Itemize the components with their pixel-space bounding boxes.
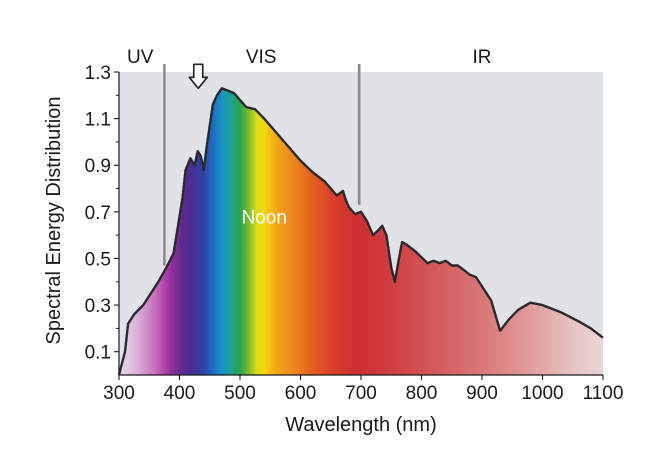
region-label-ir: IR [473,47,492,68]
x-tick-label: 700 [345,383,377,404]
y-tick-label: 0.3 [85,296,111,317]
x-tick-label: 500 [224,383,256,404]
x-tick-label: 1100 [583,383,624,404]
x-axis: 300 400 500 600 700 800 900 1000 1100 [103,374,624,404]
x-tick-label: 800 [406,383,438,404]
y-tick-label: 0.5 [85,249,111,270]
noon-annotation: Noon [241,208,286,229]
region-dividers [163,64,361,266]
y-tick-label: 0.7 [85,203,111,224]
y-axis: 0.1 0.3 0.5 0.7 0.9 1.1 1.3 [85,63,120,375]
spectrum-curve [117,87,604,376]
down-arrow-icon [188,63,209,90]
y-tick-label: 0.9 [85,156,111,177]
region-labels: UV VIS IR [127,47,492,68]
x-tick-label: 900 [466,383,498,404]
region-label-vis: VIS [246,47,277,68]
x-tick-label: 300 [103,383,135,404]
x-axis-title: Wavelength (nm) [285,414,437,436]
y-axis-title: Spectral Energy Distribution [43,97,65,345]
spectrum-area [119,88,603,375]
region-label-uv: UV [127,47,154,68]
x-tick-label: 1000 [521,383,563,404]
y-tick-label: 1.3 [85,63,111,84]
x-tick-label: 600 [285,383,317,404]
y-tick-label: 0.1 [85,343,111,364]
y-tick-label: 1.1 [85,110,111,131]
x-tick-label: 400 [164,383,196,404]
